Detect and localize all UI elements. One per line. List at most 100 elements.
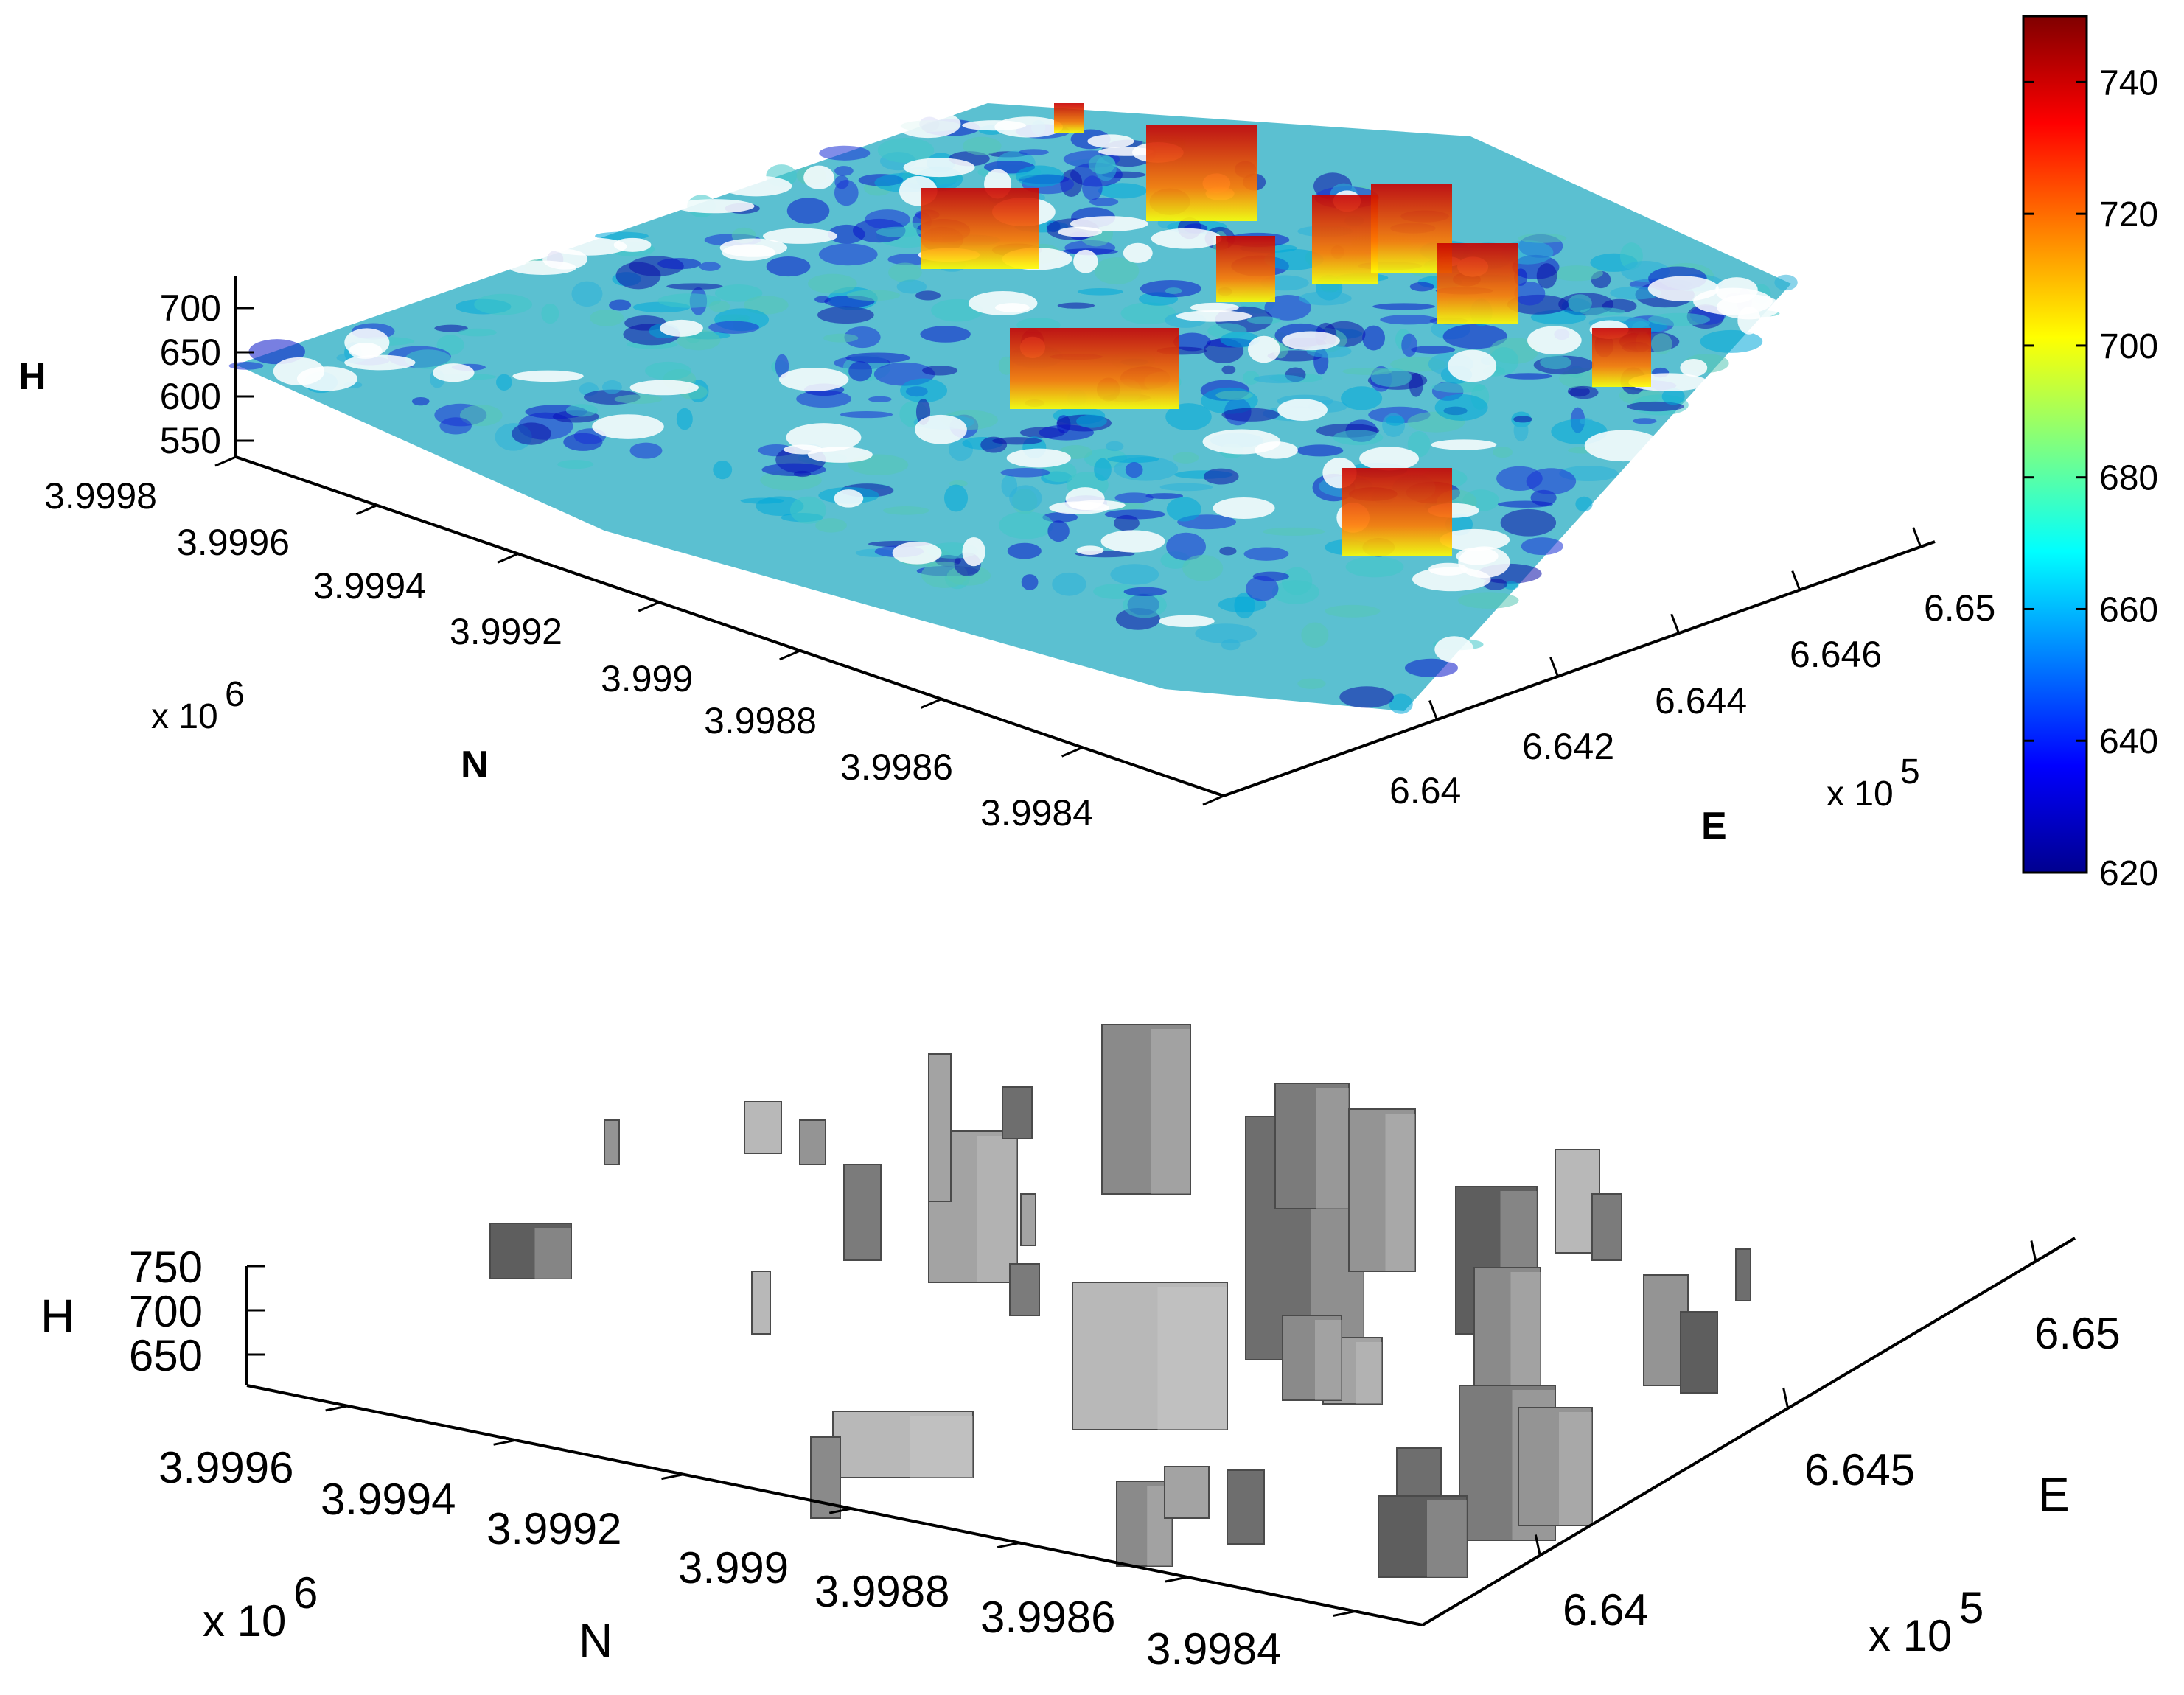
- y2-tick-label: 3.9984: [1146, 1624, 1282, 1674]
- building-block-face: [1356, 1342, 1382, 1404]
- cloud-patch: [1052, 572, 1086, 596]
- cloud-patch: [1297, 678, 1326, 689]
- cloud-gap: [786, 423, 862, 452]
- cloud-patch: [1579, 418, 1594, 425]
- cloud-patch: [1123, 587, 1167, 596]
- block-marks: [489, 1024, 1751, 1578]
- cloud-patch: [434, 324, 468, 332]
- cloud-patch: [1575, 496, 1593, 512]
- colorbar-tick-label: 620: [2099, 854, 2158, 893]
- cloud-patch: [1089, 197, 1119, 206]
- cloud-patch: [405, 349, 452, 369]
- cloud-patch: [248, 339, 305, 365]
- y2-tick: [997, 1542, 1020, 1549]
- cloud-gap: [296, 366, 357, 391]
- cloud-patch: [815, 518, 847, 533]
- building-points: [1592, 328, 1651, 387]
- x2-axis-line: [1421, 1237, 2076, 1626]
- cloud-gap: [613, 237, 652, 252]
- cloud-patch: [557, 460, 594, 469]
- z-tick-label: 600: [160, 376, 221, 417]
- colorbar-tick-label: 720: [2099, 195, 2158, 234]
- cloud-patch: [439, 417, 472, 435]
- cloud-patch: [1076, 414, 1107, 428]
- cloud-patch: [740, 497, 784, 504]
- building-block: [1735, 1248, 1751, 1301]
- cloud-patch: [1253, 374, 1305, 384]
- building-points: [1010, 328, 1179, 409]
- cloud-patch: [1219, 546, 1237, 556]
- colorbar-tick-label: 640: [2099, 722, 2158, 761]
- cloud-patch: [1182, 554, 1224, 581]
- cloud-patch: [1380, 314, 1438, 325]
- cloud-patch: [1263, 527, 1325, 536]
- cloud-patch: [614, 394, 663, 404]
- cloud-patch: [915, 290, 941, 301]
- cloud-patch: [228, 362, 264, 370]
- building-block-face: [1157, 1287, 1227, 1430]
- x-tick: [1670, 613, 1681, 634]
- top-x-exponent: x 10 5: [1827, 752, 1920, 814]
- svg-text:x 10: x 10: [1827, 775, 1894, 814]
- top-z-label: H: [18, 355, 46, 398]
- cloud-patch: [714, 284, 763, 302]
- building-block: [799, 1119, 826, 1165]
- building-block: [1020, 1193, 1036, 1246]
- cloud-patch: [766, 256, 811, 277]
- building-block: [751, 1271, 771, 1335]
- cloud-patch: [1088, 154, 1116, 175]
- colorbar-tick-label: 700: [2099, 327, 2158, 366]
- cloud-patch: [1246, 316, 1281, 324]
- cloud-patch: [1372, 303, 1435, 310]
- y-tick-label: 3.9994: [313, 565, 426, 607]
- cloud-patch: [496, 374, 512, 391]
- cloud-patch: [1774, 274, 1798, 291]
- y-tick: [779, 649, 801, 661]
- y2-tick-label: 3.9992: [486, 1504, 622, 1554]
- z-tick-label: 650: [160, 332, 221, 373]
- cloud-patch: [474, 293, 533, 315]
- svg-text:6: 6: [293, 1568, 318, 1618]
- building-block: [1101, 1024, 1191, 1195]
- svg-text:x 10: x 10: [151, 697, 218, 736]
- y2-tick: [828, 1507, 852, 1514]
- cloud-gap: [1070, 216, 1148, 231]
- cloud-patch: [1341, 386, 1383, 410]
- cloud-patch: [943, 484, 969, 512]
- cloud-patch: [775, 354, 789, 379]
- cloud-patch: [1296, 444, 1344, 457]
- cloud-patch: [761, 463, 826, 477]
- cloud-patch: [865, 209, 910, 230]
- cloud-patch: [1404, 658, 1458, 678]
- cloud-patch: [1325, 604, 1381, 618]
- cloud-gap: [1213, 497, 1275, 520]
- cloud-patch: [786, 198, 830, 224]
- cloud-gap: [1359, 447, 1420, 471]
- cloud-patch: [1569, 385, 1599, 399]
- cloud-patch: [459, 405, 503, 427]
- cloud-patch: [1301, 622, 1329, 648]
- y-tick-label: 3.999: [601, 658, 693, 699]
- bottom-x-label: E: [2038, 1468, 2070, 1521]
- cloud-gap: [834, 489, 864, 508]
- y2-tick-label: 3.9994: [321, 1475, 456, 1524]
- cloud-gap: [1190, 302, 1239, 312]
- y2-tick: [661, 1473, 684, 1481]
- z2-tick-label: 750: [129, 1243, 203, 1292]
- cloud-patch: [1411, 345, 1456, 354]
- y-axis-line: [235, 455, 1224, 797]
- building-block: [1591, 1193, 1622, 1261]
- cloud-patch: [1195, 623, 1257, 643]
- cloud-patch: [1385, 415, 1405, 426]
- y-tick-label: 3.9988: [704, 700, 817, 741]
- cloud-patch: [1009, 485, 1042, 511]
- cloud-patch: [1299, 291, 1352, 306]
- cloud-gap: [803, 165, 834, 189]
- y2-tick-label: 3.9986: [980, 1593, 1116, 1642]
- cloud-patch: [1264, 295, 1311, 321]
- building-block: [489, 1223, 572, 1279]
- cloud-patch: [896, 279, 927, 294]
- cloud-patch: [1242, 371, 1260, 385]
